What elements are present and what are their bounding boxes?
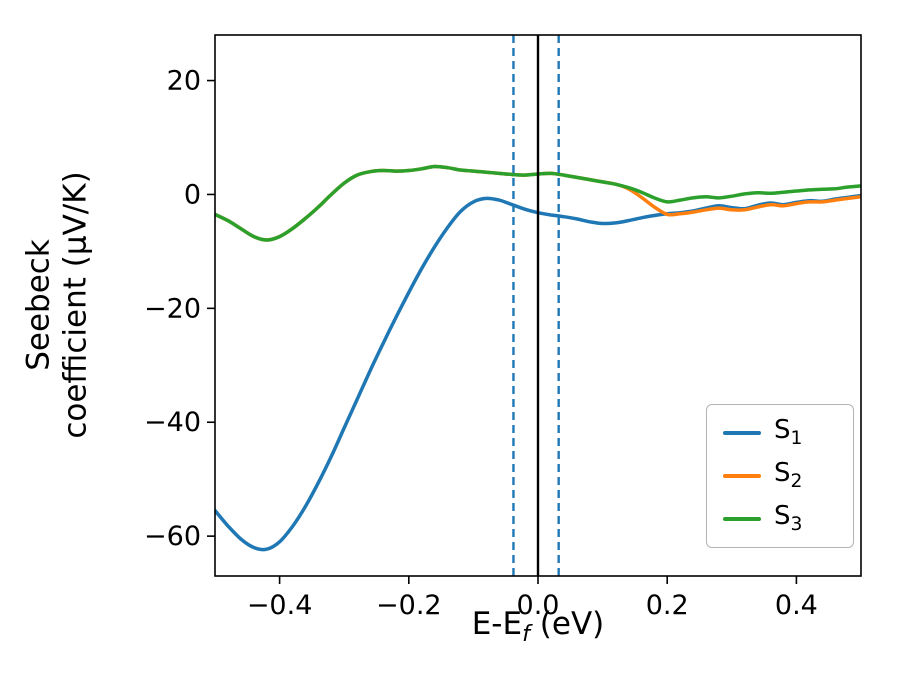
- x-axis-label-pre: E-E: [471, 606, 523, 642]
- x-tick-label: 0.2: [646, 590, 689, 621]
- y-axis-label: Seebeck coefficient (μV/K): [20, 171, 93, 438]
- legend-entry-s2: S2: [723, 460, 845, 492]
- x-axis-label: E-Ef (eV): [472, 606, 605, 647]
- legend-label-s3: S3: [774, 501, 803, 536]
- x-axis-label-sub: f: [522, 621, 530, 648]
- x-axis-label-post: (eV): [529, 606, 605, 642]
- y-tick-label: −20: [144, 293, 201, 324]
- legend-label-s2: S2: [774, 458, 803, 493]
- legend-label-s1: S1: [774, 414, 803, 449]
- y-axis-label-line1: Seebeck: [20, 239, 57, 371]
- y-axis-label-line2: coefficient (μV/K): [57, 171, 93, 439]
- y-tick-label: 20: [167, 66, 201, 97]
- legend-entry-s1: S1: [723, 417, 845, 449]
- legend-line-s1: [723, 430, 761, 435]
- y-tick-label: 0: [184, 179, 201, 210]
- x-tick-label: −0.4: [247, 590, 313, 621]
- y-tick-label: −60: [144, 521, 201, 552]
- y-tick-label: −40: [144, 407, 201, 438]
- x-tick-label: 0.0: [517, 590, 560, 621]
- legend-entry-s3: S3: [723, 503, 845, 535]
- x-tick-label: 0.4: [775, 590, 818, 621]
- legend: S1 S2 S3: [706, 404, 854, 548]
- x-tick-label: −0.2: [376, 590, 442, 621]
- legend-line-s3: [723, 517, 761, 522]
- legend-line-s2: [723, 473, 761, 478]
